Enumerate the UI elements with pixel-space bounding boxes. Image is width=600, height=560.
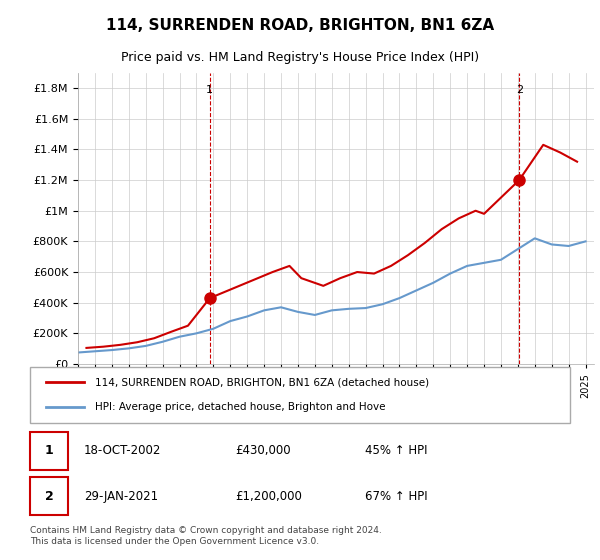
Text: 45% ↑ HPI: 45% ↑ HPI [365,445,427,458]
Text: 18-OCT-2002: 18-OCT-2002 [84,445,161,458]
Text: Contains HM Land Registry data © Crown copyright and database right 2024.
This d: Contains HM Land Registry data © Crown c… [30,526,382,546]
Text: 1: 1 [44,445,53,458]
Text: 67% ↑ HPI: 67% ↑ HPI [365,489,427,502]
Text: HPI: Average price, detached house, Brighton and Hove: HPI: Average price, detached house, Brig… [95,402,385,412]
Text: Price paid vs. HM Land Registry's House Price Index (HPI): Price paid vs. HM Land Registry's House … [121,51,479,64]
Text: 2: 2 [44,489,53,502]
Text: 114, SURRENDEN ROAD, BRIGHTON, BN1 6ZA: 114, SURRENDEN ROAD, BRIGHTON, BN1 6ZA [106,18,494,33]
FancyBboxPatch shape [30,432,68,469]
FancyBboxPatch shape [30,477,68,515]
Text: £430,000: £430,000 [235,445,291,458]
Text: 114, SURRENDEN ROAD, BRIGHTON, BN1 6ZA (detached house): 114, SURRENDEN ROAD, BRIGHTON, BN1 6ZA (… [95,377,429,388]
FancyBboxPatch shape [30,367,570,423]
Text: 29-JAN-2021: 29-JAN-2021 [84,489,158,502]
Text: 2: 2 [515,85,523,95]
Text: 1: 1 [206,85,213,95]
Text: £1,200,000: £1,200,000 [235,489,302,502]
